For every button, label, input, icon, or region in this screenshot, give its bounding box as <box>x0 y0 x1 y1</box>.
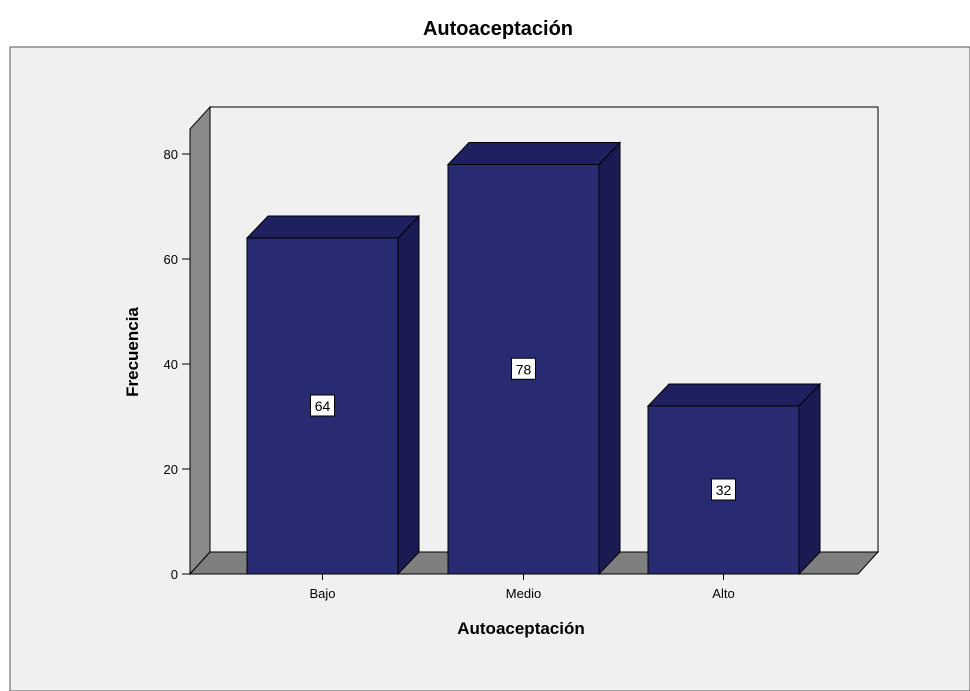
y-tick-label: 60 <box>164 252 178 267</box>
y-axis-title: Frecuencia <box>123 307 142 397</box>
bar-medio: 78 <box>446 141 622 576</box>
data-label-box <box>511 357 536 380</box>
left-wall <box>189 105 211 576</box>
data-label: 64 <box>315 398 331 414</box>
y-tick-label: 40 <box>164 357 178 372</box>
y-tick-label: 20 <box>164 462 178 477</box>
bar-top <box>646 383 822 407</box>
x-tick-label: Alto <box>712 586 734 601</box>
bar-top <box>446 142 622 165</box>
bar-alto: 32 <box>646 382 822 576</box>
data-label-box <box>711 478 736 501</box>
x-tick-label: Medio <box>506 586 541 601</box>
data-label: 32 <box>716 482 732 498</box>
bar-side <box>397 214 420 576</box>
y-tick-label: 80 <box>164 147 178 162</box>
bar-bajo: 64 <box>245 214 421 576</box>
y-tick-label: 0 <box>171 567 178 582</box>
data-label: 78 <box>516 361 532 377</box>
x-axis-title: Autoaceptación <box>457 619 585 638</box>
bar-side <box>598 141 621 576</box>
bar-top <box>245 215 421 239</box>
chart-title: Autoaceptación <box>422 18 574 40</box>
bar-side <box>798 382 821 576</box>
x-tick-label: Bajo <box>309 586 335 601</box>
data-label-box <box>310 394 335 417</box>
